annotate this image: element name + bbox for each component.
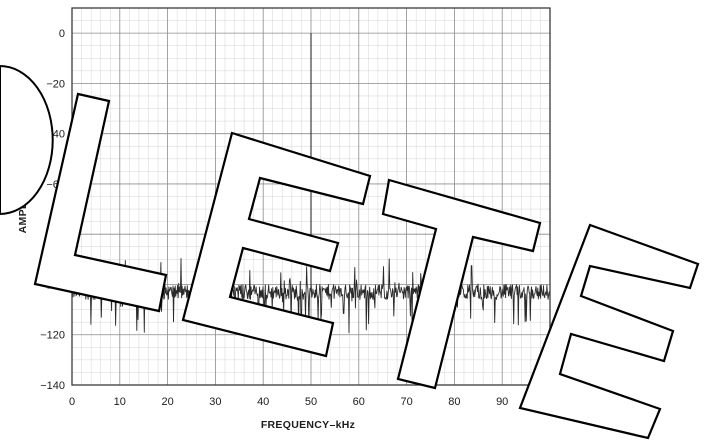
- x-tick-label: 40: [257, 396, 269, 408]
- x-tick-label: 90: [496, 396, 508, 408]
- y-tick-label: −120: [40, 330, 65, 342]
- x-tick-label: 80: [448, 396, 460, 408]
- x-tick-label: 70: [400, 396, 412, 408]
- y-tick-label: −140: [40, 380, 65, 392]
- stamp-letter-l: [33, 92, 168, 313]
- stamp-letters: [33, 92, 700, 440]
- x-tick-label: 10: [114, 396, 126, 408]
- y-tick-label: −20: [46, 78, 65, 90]
- x-tick-label: 0: [69, 396, 75, 408]
- stamp-letter-e2: [518, 223, 700, 440]
- x-tick-label: 20: [161, 396, 173, 408]
- stamp-letter-t: [381, 178, 542, 390]
- stamp-circle-arc: [0, 64, 54, 216]
- overlay-stamp: [0, 64, 700, 440]
- x-tick-label: 30: [209, 396, 221, 408]
- y-tick-label: 0: [59, 28, 65, 40]
- x-tick-label: 50: [305, 396, 317, 408]
- x-tick-label: 60: [353, 396, 365, 408]
- x-axis-title: FREQUENCY–kHz: [261, 419, 355, 431]
- stamp-letter-e1: [181, 131, 372, 358]
- x-axis-ticks: 0102030405060708090100: [69, 396, 559, 408]
